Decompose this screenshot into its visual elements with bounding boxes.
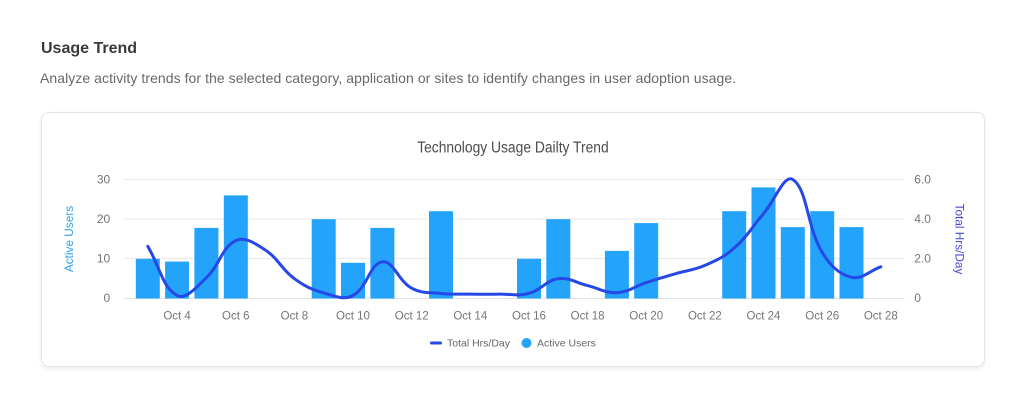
svg-text:Oct 10: Oct 10 xyxy=(336,310,370,322)
svg-text:Oct 26: Oct 26 xyxy=(805,310,839,322)
svg-text:Oct 16: Oct 16 xyxy=(512,310,546,322)
svg-text:Total Hrs/Day: Total Hrs/Day xyxy=(447,338,511,350)
svg-text:Oct 18: Oct 18 xyxy=(571,310,605,322)
svg-text:Total Hrs/Day: Total Hrs/Day xyxy=(953,204,967,275)
svg-text:6.0: 6.0 xyxy=(914,173,931,187)
svg-text:Oct 4: Oct 4 xyxy=(163,310,191,322)
svg-text:4.0: 4.0 xyxy=(914,212,931,226)
svg-text:Oct 6: Oct 6 xyxy=(222,310,249,322)
svg-text:Active Users: Active Users xyxy=(537,338,596,350)
svg-text:Oct 14: Oct 14 xyxy=(453,310,487,322)
svg-text:Oct 22: Oct 22 xyxy=(688,310,722,322)
svg-text:Technology Usage Dailty Trend: Technology Usage Dailty Trend xyxy=(417,139,609,156)
svg-text:Active Users: Active Users xyxy=(62,206,76,272)
svg-text:20: 20 xyxy=(97,212,111,226)
svg-text:10: 10 xyxy=(97,252,111,266)
svg-text:2.0: 2.0 xyxy=(914,252,931,266)
svg-text:Oct 8: Oct 8 xyxy=(281,310,308,322)
svg-text:Oct 20: Oct 20 xyxy=(629,310,663,322)
svg-text:Oct 12: Oct 12 xyxy=(395,310,429,322)
svg-text:Oct 28: Oct 28 xyxy=(864,310,898,322)
svg-text:Oct 24: Oct 24 xyxy=(747,310,781,322)
svg-text:0: 0 xyxy=(104,291,111,305)
svg-text:0: 0 xyxy=(914,291,921,305)
svg-text:30: 30 xyxy=(97,173,111,187)
